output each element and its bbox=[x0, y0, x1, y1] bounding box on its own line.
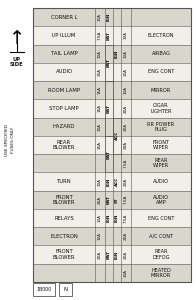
Bar bbox=[33, 154, 191, 172]
Bar bbox=[33, 264, 191, 282]
Text: 10A: 10A bbox=[98, 68, 102, 76]
Text: ENG CONT: ENG CONT bbox=[148, 69, 174, 74]
Text: 10A: 10A bbox=[124, 32, 128, 39]
Text: IGN: IGN bbox=[107, 214, 111, 222]
Text: 15A: 15A bbox=[98, 141, 102, 149]
Text: AUDIO
AMP: AUDIO AMP bbox=[153, 195, 169, 205]
Text: 10A: 10A bbox=[98, 214, 102, 222]
Text: ST: ST bbox=[115, 197, 119, 203]
Text: RELAYS: RELAYS bbox=[54, 216, 74, 220]
Text: BAT: BAT bbox=[107, 250, 111, 259]
Text: 7.5A: 7.5A bbox=[98, 31, 102, 40]
Text: FUSES ONLY: FUSES ONLY bbox=[11, 127, 15, 153]
Text: STOP LAMP: STOP LAMP bbox=[49, 106, 79, 111]
Text: I/P ILLUM: I/P ILLUM bbox=[52, 33, 76, 38]
Bar bbox=[33, 8, 191, 26]
Bar bbox=[105, 44, 113, 81]
Text: 20A: 20A bbox=[124, 232, 128, 240]
Bar bbox=[33, 26, 191, 44]
Text: MIRROR: MIRROR bbox=[151, 88, 171, 93]
Text: 15A: 15A bbox=[98, 86, 102, 94]
Text: 20A: 20A bbox=[124, 178, 128, 186]
Bar bbox=[33, 8, 191, 282]
Text: ELECTRON: ELECTRON bbox=[50, 234, 78, 239]
Text: AIRBAG: AIRBAG bbox=[152, 51, 171, 56]
Text: CORNER L: CORNER L bbox=[51, 15, 77, 20]
Bar bbox=[33, 99, 191, 118]
Text: 10A: 10A bbox=[98, 50, 102, 58]
Text: FRONT
BLOWER: FRONT BLOWER bbox=[53, 195, 75, 205]
Text: BAT: BAT bbox=[107, 150, 111, 158]
Bar bbox=[113, 118, 121, 154]
Text: 10A: 10A bbox=[98, 123, 102, 131]
Text: HAZARD: HAZARD bbox=[53, 124, 75, 129]
Text: 7.5A: 7.5A bbox=[124, 213, 128, 223]
Bar bbox=[33, 81, 191, 99]
Text: 10A: 10A bbox=[124, 68, 128, 76]
Text: 10A: 10A bbox=[124, 269, 128, 277]
Text: BAT: BAT bbox=[107, 31, 111, 40]
Bar bbox=[33, 283, 55, 296]
Bar bbox=[33, 63, 191, 81]
Text: ROOM LAMP: ROOM LAMP bbox=[48, 88, 80, 93]
Text: 15A: 15A bbox=[98, 104, 102, 112]
Bar bbox=[33, 209, 191, 227]
Text: BAT: BAT bbox=[107, 195, 111, 204]
Text: FRONT
BLOWER: FRONT BLOWER bbox=[53, 249, 75, 260]
Text: IGN: IGN bbox=[107, 177, 111, 186]
Bar bbox=[33, 245, 191, 264]
Text: 20A: 20A bbox=[124, 123, 128, 131]
Text: REAR
BLOWER: REAR BLOWER bbox=[53, 140, 75, 150]
Bar bbox=[33, 118, 191, 136]
Text: BAT: BAT bbox=[107, 58, 111, 67]
Bar bbox=[59, 283, 72, 296]
Bar bbox=[33, 191, 191, 209]
Text: CIGAR
LIGHTER: CIGAR LIGHTER bbox=[150, 103, 172, 114]
Text: 7.5A: 7.5A bbox=[124, 195, 128, 205]
Text: A/C CONT: A/C CONT bbox=[149, 234, 173, 239]
Text: 20A: 20A bbox=[124, 250, 128, 259]
Text: ↑: ↑ bbox=[9, 28, 25, 47]
Text: 7.5A: 7.5A bbox=[124, 159, 128, 168]
Text: HEATED
MIRROR: HEATED MIRROR bbox=[151, 268, 171, 278]
Bar bbox=[33, 172, 191, 191]
Text: 10A: 10A bbox=[124, 50, 128, 58]
Text: ENG CONT: ENG CONT bbox=[148, 216, 174, 220]
Bar bbox=[33, 136, 191, 154]
Text: FRONT
WIPER: FRONT WIPER bbox=[152, 140, 170, 150]
Bar bbox=[33, 44, 191, 63]
Text: ACC: ACC bbox=[115, 131, 119, 140]
Text: 1B000: 1B000 bbox=[36, 287, 52, 292]
Text: RR POWER
PLUG: RR POWER PLUG bbox=[147, 122, 175, 132]
Text: UP: UP bbox=[13, 57, 21, 62]
Text: AUDIO: AUDIO bbox=[153, 179, 169, 184]
Text: AUDIO: AUDIO bbox=[55, 69, 73, 74]
Text: 20A: 20A bbox=[124, 104, 128, 112]
Text: REAR
WIPER: REAR WIPER bbox=[153, 158, 169, 169]
Bar bbox=[105, 81, 113, 136]
Text: 10A: 10A bbox=[98, 13, 102, 21]
Text: SIDE: SIDE bbox=[10, 62, 24, 67]
Text: IGN: IGN bbox=[115, 214, 119, 222]
Text: USE SPECIFIED: USE SPECIFIED bbox=[5, 124, 9, 156]
Text: IGN: IGN bbox=[115, 250, 119, 259]
Bar bbox=[105, 136, 113, 172]
Text: 10A: 10A bbox=[98, 178, 102, 185]
Text: TURN: TURN bbox=[57, 179, 71, 184]
Text: 20A: 20A bbox=[98, 196, 102, 204]
Text: TAIL LAMP: TAIL LAMP bbox=[51, 51, 77, 56]
Bar bbox=[33, 8, 191, 282]
Text: N: N bbox=[64, 287, 68, 292]
Text: BAT: BAT bbox=[107, 104, 111, 113]
Text: ELECTRON: ELECTRON bbox=[148, 33, 174, 38]
Text: 20A: 20A bbox=[124, 141, 128, 149]
Text: IGN: IGN bbox=[115, 50, 119, 58]
Text: REAR
DEFOG: REAR DEFOG bbox=[152, 249, 170, 260]
Text: IGN: IGN bbox=[107, 13, 111, 21]
Bar bbox=[33, 227, 191, 245]
Text: 10A: 10A bbox=[98, 232, 102, 240]
Text: ACC: ACC bbox=[115, 177, 119, 186]
Text: 10A: 10A bbox=[124, 86, 128, 94]
Text: 20A: 20A bbox=[98, 250, 102, 259]
